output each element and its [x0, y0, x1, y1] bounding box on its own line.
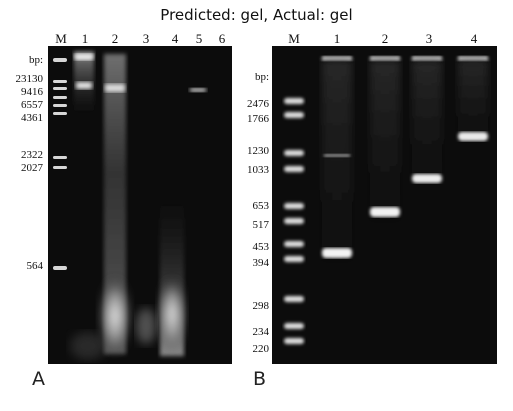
lane-label-a-2: 2: [111, 31, 119, 46]
size-label-b-653: 653: [252, 200, 270, 212]
size-label-b-394: 394: [252, 257, 270, 269]
lane-label-b-m: M: [288, 31, 300, 46]
lane-label-b-1: 1: [333, 31, 341, 46]
size-label-b-234: 234: [252, 326, 270, 338]
size-label-b-298: 298: [252, 300, 270, 312]
size-label-b-453: 453: [252, 241, 270, 253]
size-label-a-23130: 23130: [15, 73, 44, 85]
gel-image-b: [272, 46, 497, 364]
size-label-a-4361: 4361: [21, 112, 43, 124]
marker-bands-a: [53, 58, 67, 270]
size-label-b-1230: 1230: [247, 145, 269, 157]
size-label-a-bp: bp:: [28, 54, 43, 66]
prediction-title: Predicted: gel, Actual: gel: [160, 6, 353, 24]
size-label-b-1766: 1766: [247, 113, 269, 125]
size-label-b-220: 220: [252, 343, 270, 355]
lane-label-a-6: 6: [218, 31, 226, 46]
lane-label-a-1: 1: [81, 31, 89, 46]
panel-letter-b: B: [253, 368, 267, 390]
lane-label-a-4: 4: [171, 31, 179, 46]
size-label-a-6557: 6557: [21, 99, 43, 111]
size-label-a-9416: 9416: [21, 86, 43, 98]
size-label-a-2027: 2027: [21, 162, 43, 174]
size-label-b-bp: bp:: [254, 71, 269, 83]
lane-label-b-2: 2: [381, 31, 389, 46]
lane-label-b-4: 4: [470, 31, 478, 46]
panel-letter-a: A: [32, 368, 45, 390]
lane-label-a-3: 3: [142, 31, 150, 46]
size-label-a-2322: 2322: [21, 149, 43, 161]
size-label-a-564: 564: [26, 260, 44, 272]
lane-label-a-m: M: [55, 31, 67, 46]
size-label-b-1033: 1033: [247, 164, 269, 176]
size-label-b-517: 517: [252, 219, 270, 231]
gel-image-a: [48, 46, 232, 364]
lane-label-a-5: 5: [195, 31, 203, 46]
marker-bands-b: [284, 98, 304, 344]
lane-label-b-3: 3: [425, 31, 433, 46]
size-label-b-2476: 2476: [247, 98, 269, 110]
